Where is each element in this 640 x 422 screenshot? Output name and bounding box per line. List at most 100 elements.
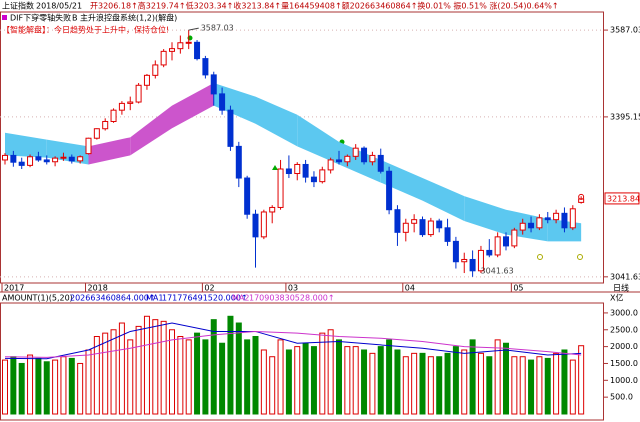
candle-body (35, 156, 42, 161)
last-price-box (604, 192, 640, 205)
x-tick-label: 04 (405, 284, 415, 293)
volume-bar (177, 336, 184, 415)
candle-body (202, 58, 209, 76)
y-tick-label: 3395.15 (610, 112, 640, 121)
legend-value: 171776491520.000↑ (162, 294, 248, 303)
band-segment (5, 132, 47, 158)
signal: DIF下穿零轴失败 (10, 13, 71, 23)
volume-bar (35, 357, 42, 415)
advice: 【智能解盘】：今日趋势处于上升中，保持仓位! (2, 25, 169, 35)
volume-bar (143, 315, 150, 415)
candle-body (43, 159, 50, 163)
candle-body (352, 147, 359, 157)
legend-name: MA2 (232, 294, 249, 303)
high-label: 3587.03 (201, 24, 234, 33)
marker (272, 165, 278, 170)
volume-bar (110, 329, 117, 415)
volume-bar (185, 339, 192, 415)
candle-body (219, 93, 226, 111)
candle-body (561, 212, 568, 229)
band-segment (464, 196, 506, 235)
candle-body (553, 212, 560, 221)
candle-body (194, 41, 201, 60)
candle-body (269, 206, 276, 213)
band-segment (255, 96, 298, 147)
x-tick-label: 2017 (4, 284, 24, 293)
volume-bar (169, 329, 175, 415)
candle-body (336, 159, 342, 163)
candle-body (419, 219, 426, 236)
volume-bar (102, 332, 109, 415)
volume-bar (578, 345, 585, 415)
volume-bar (160, 320, 167, 415)
candle-body (503, 236, 509, 247)
volume-bar (210, 319, 217, 415)
x-tick-label: 2018 (88, 284, 108, 293)
volume-bar (152, 319, 159, 415)
candle-body (511, 229, 518, 247)
candle-body (310, 176, 317, 183)
candle-body (569, 208, 576, 229)
candle-body (160, 50, 167, 66)
candle-body (394, 209, 401, 233)
candle-body (361, 147, 368, 163)
volume-bar (135, 325, 142, 415)
volume-bar (327, 329, 334, 415)
candle-body (10, 154, 17, 163)
volume-bar (235, 322, 242, 415)
volume-bar (394, 349, 401, 415)
volume-bar (319, 332, 326, 415)
band-segment (130, 105, 172, 156)
candle-body (536, 217, 543, 229)
volume-bar (436, 356, 443, 415)
candle-body (260, 211, 267, 238)
volume-bar (494, 339, 501, 415)
volume-bar (486, 356, 493, 415)
volume-bar (93, 336, 100, 415)
volume-bar (260, 349, 267, 415)
volume-bar (419, 352, 426, 415)
candle-body (244, 177, 251, 215)
legend-value: 170903830528.000↑ (249, 294, 335, 303)
period: 日线 (613, 283, 629, 293)
candle-body (277, 168, 284, 208)
y-tick-label: 3041.63 (610, 272, 640, 281)
y-tick-label: 2000.0 (610, 342, 638, 351)
ma-line (4, 322, 582, 360)
band-segment (172, 83, 214, 129)
marker (537, 254, 543, 260)
volume-bar (269, 356, 276, 415)
candle-body (169, 48, 175, 52)
volume-bar (227, 315, 234, 415)
candle-body (285, 168, 292, 175)
candle-body (377, 154, 384, 172)
volume-bar (369, 352, 376, 415)
candle-body (18, 161, 25, 166)
candle-body (327, 159, 334, 171)
candle-body (411, 219, 418, 224)
volume-bar (10, 356, 17, 415)
volume-bar (294, 346, 301, 415)
volume-bar (511, 356, 518, 415)
volume-bar (528, 359, 535, 415)
candle-body (93, 128, 100, 139)
volume-bar (277, 339, 284, 415)
volume-bar (553, 352, 560, 415)
candle-body (68, 156, 75, 162)
candle-body (427, 220, 434, 236)
candle-body (386, 170, 393, 211)
y-tick-label: 500.0 (610, 393, 633, 402)
y-tick-label: 2500.0 (610, 325, 638, 334)
volume-bar (536, 356, 543, 415)
volume-bar (60, 356, 67, 415)
volume-bar (361, 349, 368, 415)
signal-icon (2, 15, 7, 20)
candle-body (444, 227, 451, 242)
system: B 主升浪控盘系统(1,2)(解盘) (72, 13, 177, 23)
candle-body (77, 156, 84, 162)
volume-bar (127, 339, 134, 415)
candle-body (177, 42, 184, 50)
band-segment (339, 141, 381, 183)
legend-name: MA1 (146, 294, 163, 303)
